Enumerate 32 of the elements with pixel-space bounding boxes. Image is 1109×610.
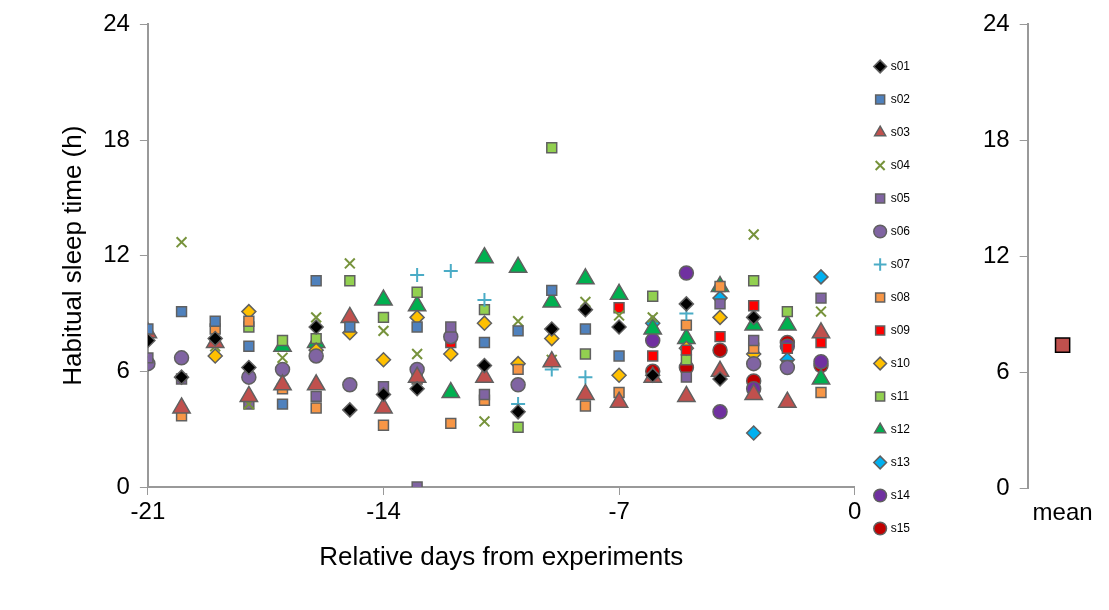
y-tick-label: 12 [103,240,130,268]
x-tick-label: -7 [608,497,630,525]
legend-label: s02 [890,91,911,106]
legend-label: s15 [890,520,911,535]
x-tick-label: mean [1032,498,1093,526]
x-tick-label: -21 [130,497,166,525]
legend-label: s08 [890,289,911,304]
y-tick-label: 6 [116,355,130,383]
legend-label: s09 [890,322,911,337]
legend-label: s14 [890,487,911,502]
y-tick-label: 0 [116,471,130,499]
legend-label: s04 [890,157,911,172]
legend-label: s10 [890,355,911,370]
legend-label: s06 [890,223,911,238]
legend-label: s11 [890,388,910,403]
y-tick-label: 24 [982,9,1010,37]
legend-label: s01 [890,58,911,73]
y-tick-label: 12 [982,240,1010,268]
y-axis-title: Habitual sleep time (h) [56,125,87,386]
x-tick-label: -14 [366,497,401,525]
legend-label: s13 [890,454,911,469]
legend-label: s05 [890,190,911,205]
x-axis-title: Relative days from experiments [319,540,684,571]
y-tick-label: 6 [996,356,1010,384]
y-tick-label: 0 [996,472,1010,500]
y-tick-label: 18 [103,124,130,152]
legend-label: s12 [890,421,911,436]
legend-label: s07 [890,256,911,271]
legend-label: s03 [890,124,911,139]
y-tick-label: 24 [103,9,130,37]
x-tick-label: 0 [847,497,862,525]
y-tick-label: 18 [982,124,1010,152]
